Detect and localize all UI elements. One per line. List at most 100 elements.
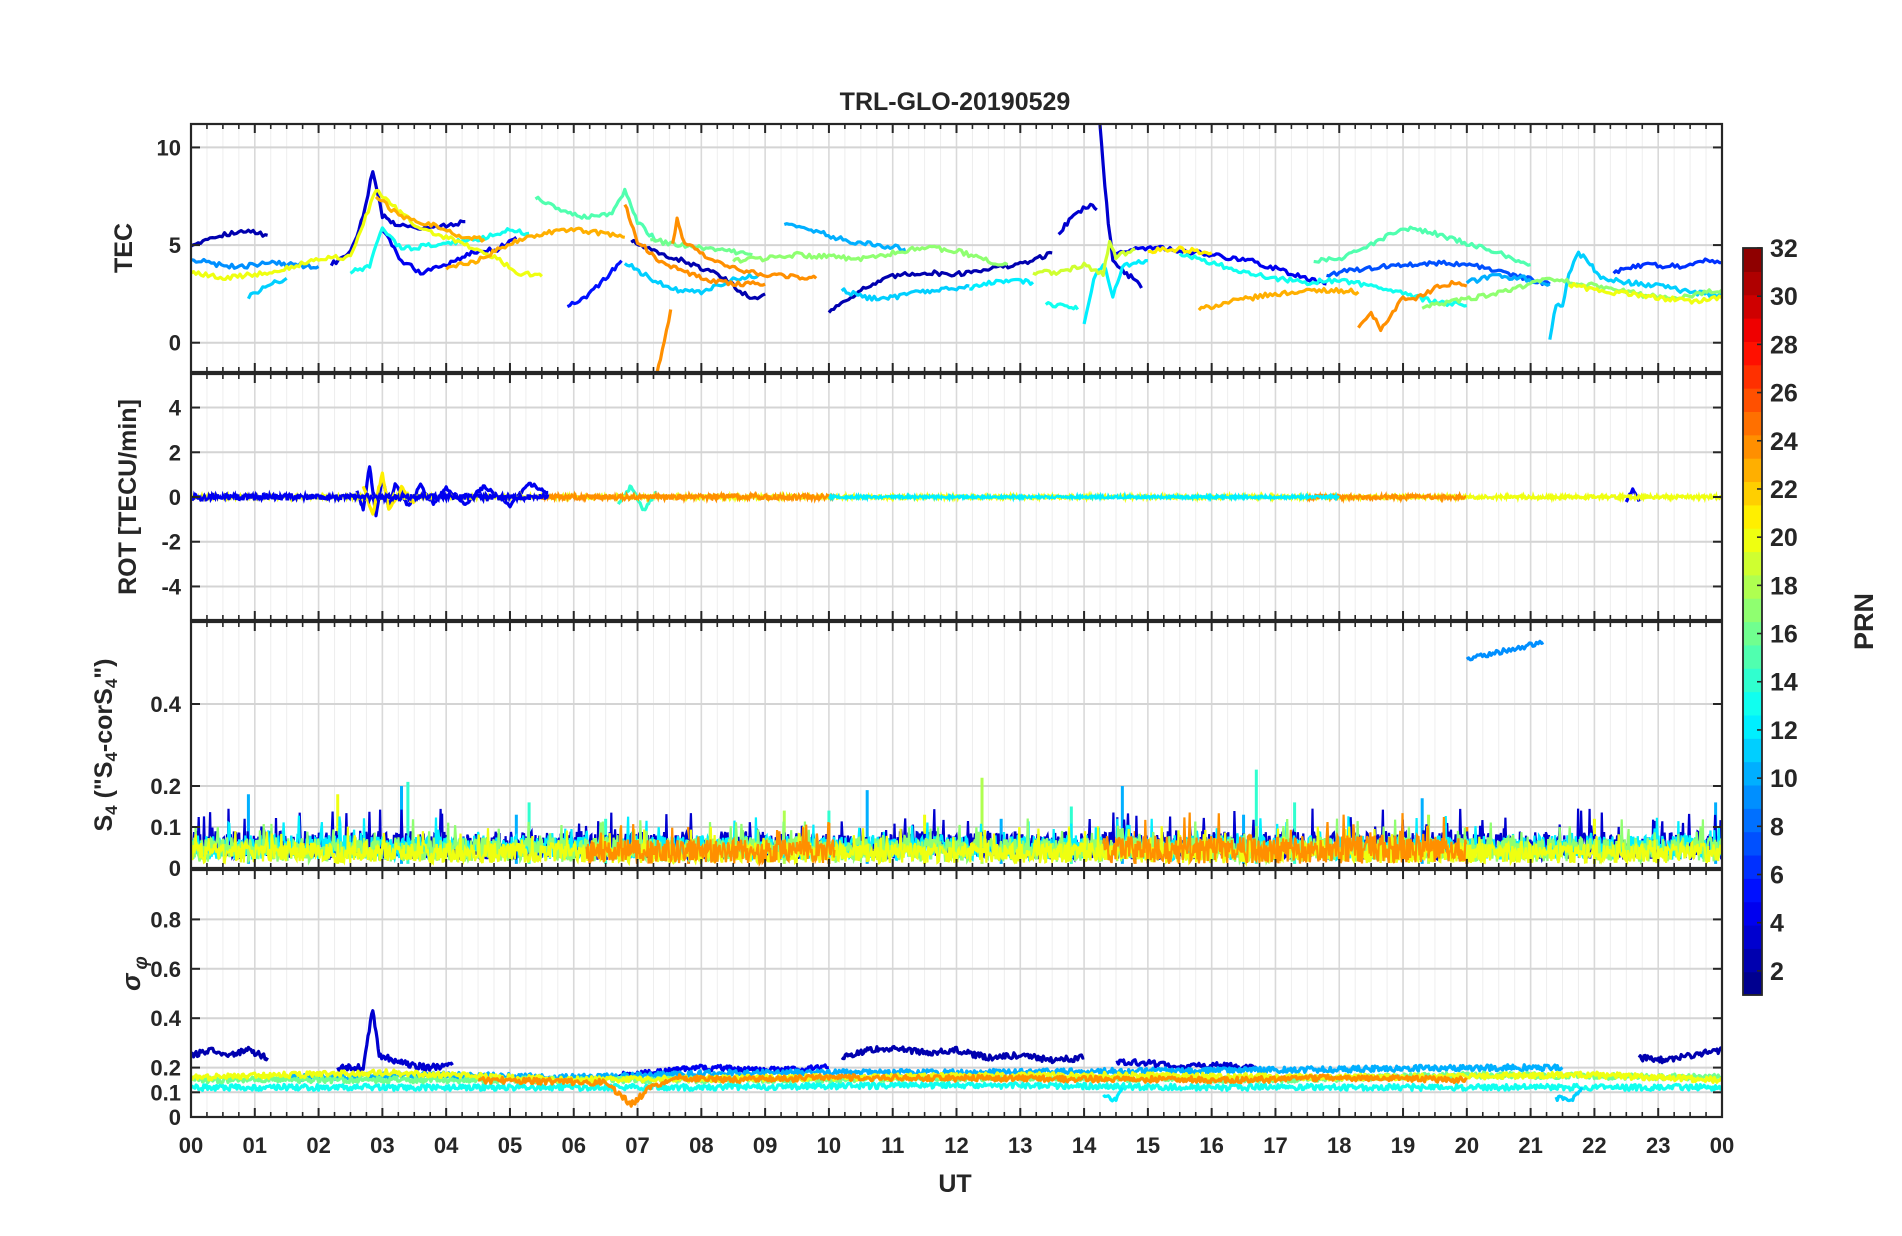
colorbar-segment: [1743, 691, 1762, 716]
tec-series-prn-3: [1098, 124, 1143, 289]
x-tick-label: 09: [753, 1133, 777, 1158]
chart-title: TRL-GLO-20190529: [840, 88, 1071, 116]
sigma_phi-series-prn-2: [840, 1044, 1085, 1065]
x-tick-label: 02: [306, 1133, 330, 1158]
tec-series-prn-11: [1548, 250, 1722, 340]
x-tick-label: 14: [1072, 1133, 1097, 1158]
tec-series-prn-12: [969, 277, 1035, 291]
tec-series-prn-2: [827, 250, 1053, 314]
sigma_phi-series-group: [191, 1009, 1722, 1108]
rot-y-tick-label: 4: [169, 396, 182, 421]
x-tick-label: 00: [179, 1133, 203, 1158]
colorbar-tick-label: 30: [1770, 283, 1798, 311]
tec-series-prn-20: [1567, 282, 1722, 305]
colorbar-segment: [1743, 714, 1762, 739]
panel-tec: 0 5 10 TEC: [110, 122, 1724, 374]
sigma_phi-series-prn-13: [191, 1080, 1722, 1092]
tec-series-prn-15: [1313, 225, 1531, 267]
tec-series-prn-24: [1357, 279, 1468, 333]
colorbar-tick-label: 6: [1770, 862, 1784, 890]
panel-s4: 0 0.1 0.2 0.4 S4 ("S4-corS4"): [90, 620, 1724, 881]
rot-y-tick-label: 2: [169, 440, 181, 465]
colorbar-tick-label: 16: [1770, 621, 1798, 649]
x-tick-label: 17: [1263, 1133, 1287, 1158]
x-tick-label: 18: [1327, 1133, 1351, 1158]
x-tick-label: 15: [1136, 1133, 1160, 1158]
sigma_phi-series-prn-4: [617, 1063, 830, 1079]
colorbar-segment: [1743, 808, 1762, 833]
tec-series-prn-12: [1082, 259, 1148, 325]
rot-band-prn-12: [827, 491, 1340, 503]
tec-series-prn-11: [623, 262, 760, 296]
tec-series-prn-13: [1044, 301, 1080, 311]
x-tick-label: 08: [689, 1133, 713, 1158]
s4-series-group: [191, 639, 1722, 868]
x-tick-label: 16: [1199, 1133, 1223, 1158]
tec-series-prn-16: [649, 237, 753, 257]
sigma_phi-series-prn-11: [1554, 1086, 1584, 1103]
colorbar-tick-label: 32: [1770, 235, 1798, 263]
tec-series-prn-23: [445, 226, 626, 271]
s4-y-tick-label: 0.4: [150, 692, 181, 717]
tec-y-tick-label: 0: [169, 331, 181, 356]
tec-series-prn-24: [655, 309, 673, 372]
panel-sigma_phi: 00.10.2 0.4 0.6 0.8 σφ 00 01 02 03 04 05 06 07 08 09 10…: [116, 868, 1734, 1158]
s4-y-axis-label: S4 ("S4-corS4"): [90, 659, 121, 832]
colorbar-segment: [1743, 668, 1762, 693]
colorbar-segment: [1743, 831, 1762, 856]
tec-series-prn-19: [1032, 239, 1136, 277]
sigma_phi-series-prn-2: [1637, 1046, 1722, 1065]
panel-rot: -4 -2 0 2 4 ROT [TECU/min]: [114, 372, 1724, 622]
tec-series-prn-5: [566, 259, 623, 309]
colorbar-tick-label: 22: [1770, 476, 1798, 504]
tec-y-axis-label: TEC: [110, 223, 138, 273]
s4-series-prn-9: [1465, 639, 1545, 662]
colorbar-segment: [1743, 971, 1762, 996]
x-tick-label: 22: [1582, 1133, 1606, 1158]
x-tick-label: 05: [498, 1133, 522, 1158]
tec-series-prn-3: [1057, 202, 1098, 236]
colorbar-tick-label: 4: [1770, 910, 1784, 938]
tec-series-prn-6: [1612, 257, 1722, 275]
x-tick-label: 19: [1391, 1133, 1415, 1158]
colorbar-tick-label: 24: [1770, 428, 1798, 456]
sigma_phi-y-tick-label: 0.4: [150, 1006, 181, 1031]
sigma_phi-y-tick-label: 0.2: [150, 1056, 181, 1081]
colorbar-segment: [1743, 784, 1762, 809]
colorbar-segment: [1743, 738, 1762, 763]
x-tick-label: 00: [1710, 1133, 1734, 1158]
tec-series-prn-24: [623, 203, 766, 288]
colorbar-segment: [1743, 294, 1762, 319]
tec-series-prn-20: [191, 189, 543, 281]
s4-band-prn-24: [585, 821, 836, 868]
colorbar-segment: [1743, 598, 1762, 623]
tec-series-prn-7: [1326, 259, 1551, 286]
s4-band-prn-24: [1102, 812, 1468, 865]
rot-y-axis-label: ROT [TECU/min]: [114, 399, 142, 595]
colorbar-segment: [1743, 388, 1762, 413]
rot-series-group: [191, 465, 1722, 518]
x-tick-label: 06: [562, 1133, 586, 1158]
x-axis-label: UT: [938, 1170, 971, 1198]
sigma_phi-y-tick-label: 0.1: [150, 1080, 181, 1105]
colorbar-segment: [1743, 948, 1762, 973]
colorbar-segment: [1743, 761, 1762, 786]
rot-band-prn-24: [540, 490, 837, 504]
colorbar-segment: [1743, 248, 1762, 272]
colorbar-tick-label: 26: [1770, 380, 1798, 408]
colorbar-segment: [1743, 854, 1762, 879]
colorbar-tick-label: 12: [1770, 717, 1798, 745]
tec-y-tick-label: 10: [157, 135, 181, 160]
colorbar-tick-label: 28: [1770, 331, 1798, 359]
colorbar-segment: [1743, 481, 1762, 506]
s4-y-tick-label: 0: [169, 856, 181, 881]
colorbar-segment: [1743, 434, 1762, 459]
tec-series-prn-10: [783, 222, 907, 252]
colorbar-tick-label: 10: [1770, 765, 1798, 793]
tec-series-prn-4: [1115, 244, 1327, 286]
s4-y-tick-label: 0.2: [150, 774, 181, 799]
colorbar-segment: [1743, 504, 1762, 529]
colorbar-label: PRN: [1849, 593, 1879, 650]
colorbar-segment: [1743, 924, 1762, 949]
